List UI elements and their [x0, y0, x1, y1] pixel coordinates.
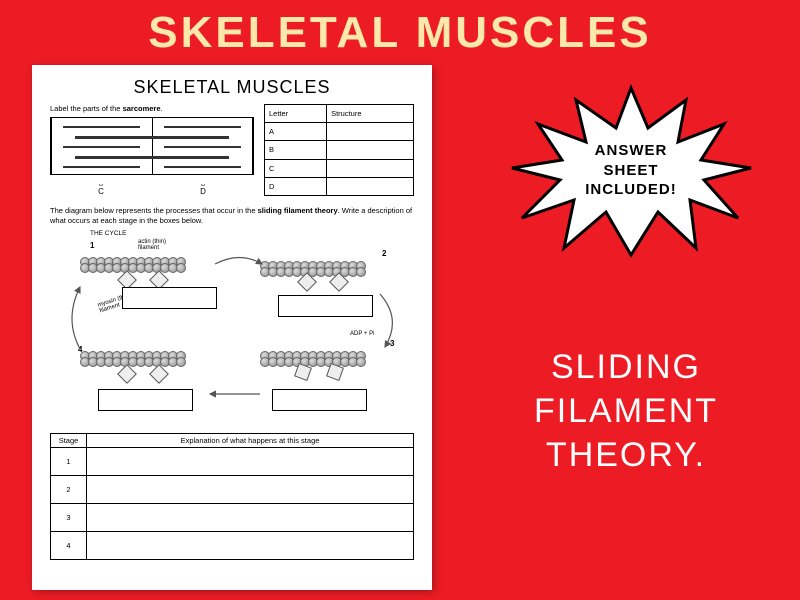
sarcomere-block: Label the parts of the sarcomere. ⎵C ⎵D	[50, 104, 254, 196]
worksheet-page: SKELETAL MUSCLES Label the parts of the …	[32, 65, 432, 590]
table-cell: C	[265, 159, 327, 177]
table-header: Structure	[327, 105, 414, 123]
sft-heading: SLIDING FILAMENTTHEORY.	[476, 345, 776, 478]
table-cell: 3	[51, 503, 87, 531]
table-header: Stage	[51, 433, 87, 447]
table-cell: A	[265, 123, 327, 141]
main-title: SKELETAL MUSCLES	[0, 8, 800, 58]
bracket-labels: ⎵C ⎵D	[50, 177, 254, 196]
table-cell: 2	[51, 475, 87, 503]
table-header: Explanation of what happens at this stag…	[87, 433, 414, 447]
table-cell: 4	[51, 531, 87, 559]
starburst-text: ANSWER SHEETINCLUDED!	[569, 141, 694, 200]
worksheet-title: SKELETAL MUSCLES	[50, 77, 414, 98]
sarcomere-instruction: Label the parts of the sarcomere.	[50, 104, 254, 113]
cycle-diagram: 1 actin (thin) filament myosin (thick) f…	[50, 239, 414, 429]
cycle-title: THE CYCLE	[90, 230, 414, 237]
table-cell: B	[265, 141, 327, 159]
letter-structure-table: Letter Structure A B C D	[264, 104, 414, 196]
sarcomere-diagram	[50, 117, 254, 175]
table-cell: D	[265, 177, 327, 195]
stage-explanation-table: Stage Explanation of what happens at thi…	[50, 433, 414, 560]
table-cell: 1	[51, 447, 87, 475]
cycle-arrows	[50, 239, 410, 429]
starburst-callout: ANSWER SHEETINCLUDED!	[506, 80, 756, 260]
table-header: Letter	[265, 105, 327, 123]
sft-paragraph: The diagram below represents the process…	[50, 206, 414, 226]
